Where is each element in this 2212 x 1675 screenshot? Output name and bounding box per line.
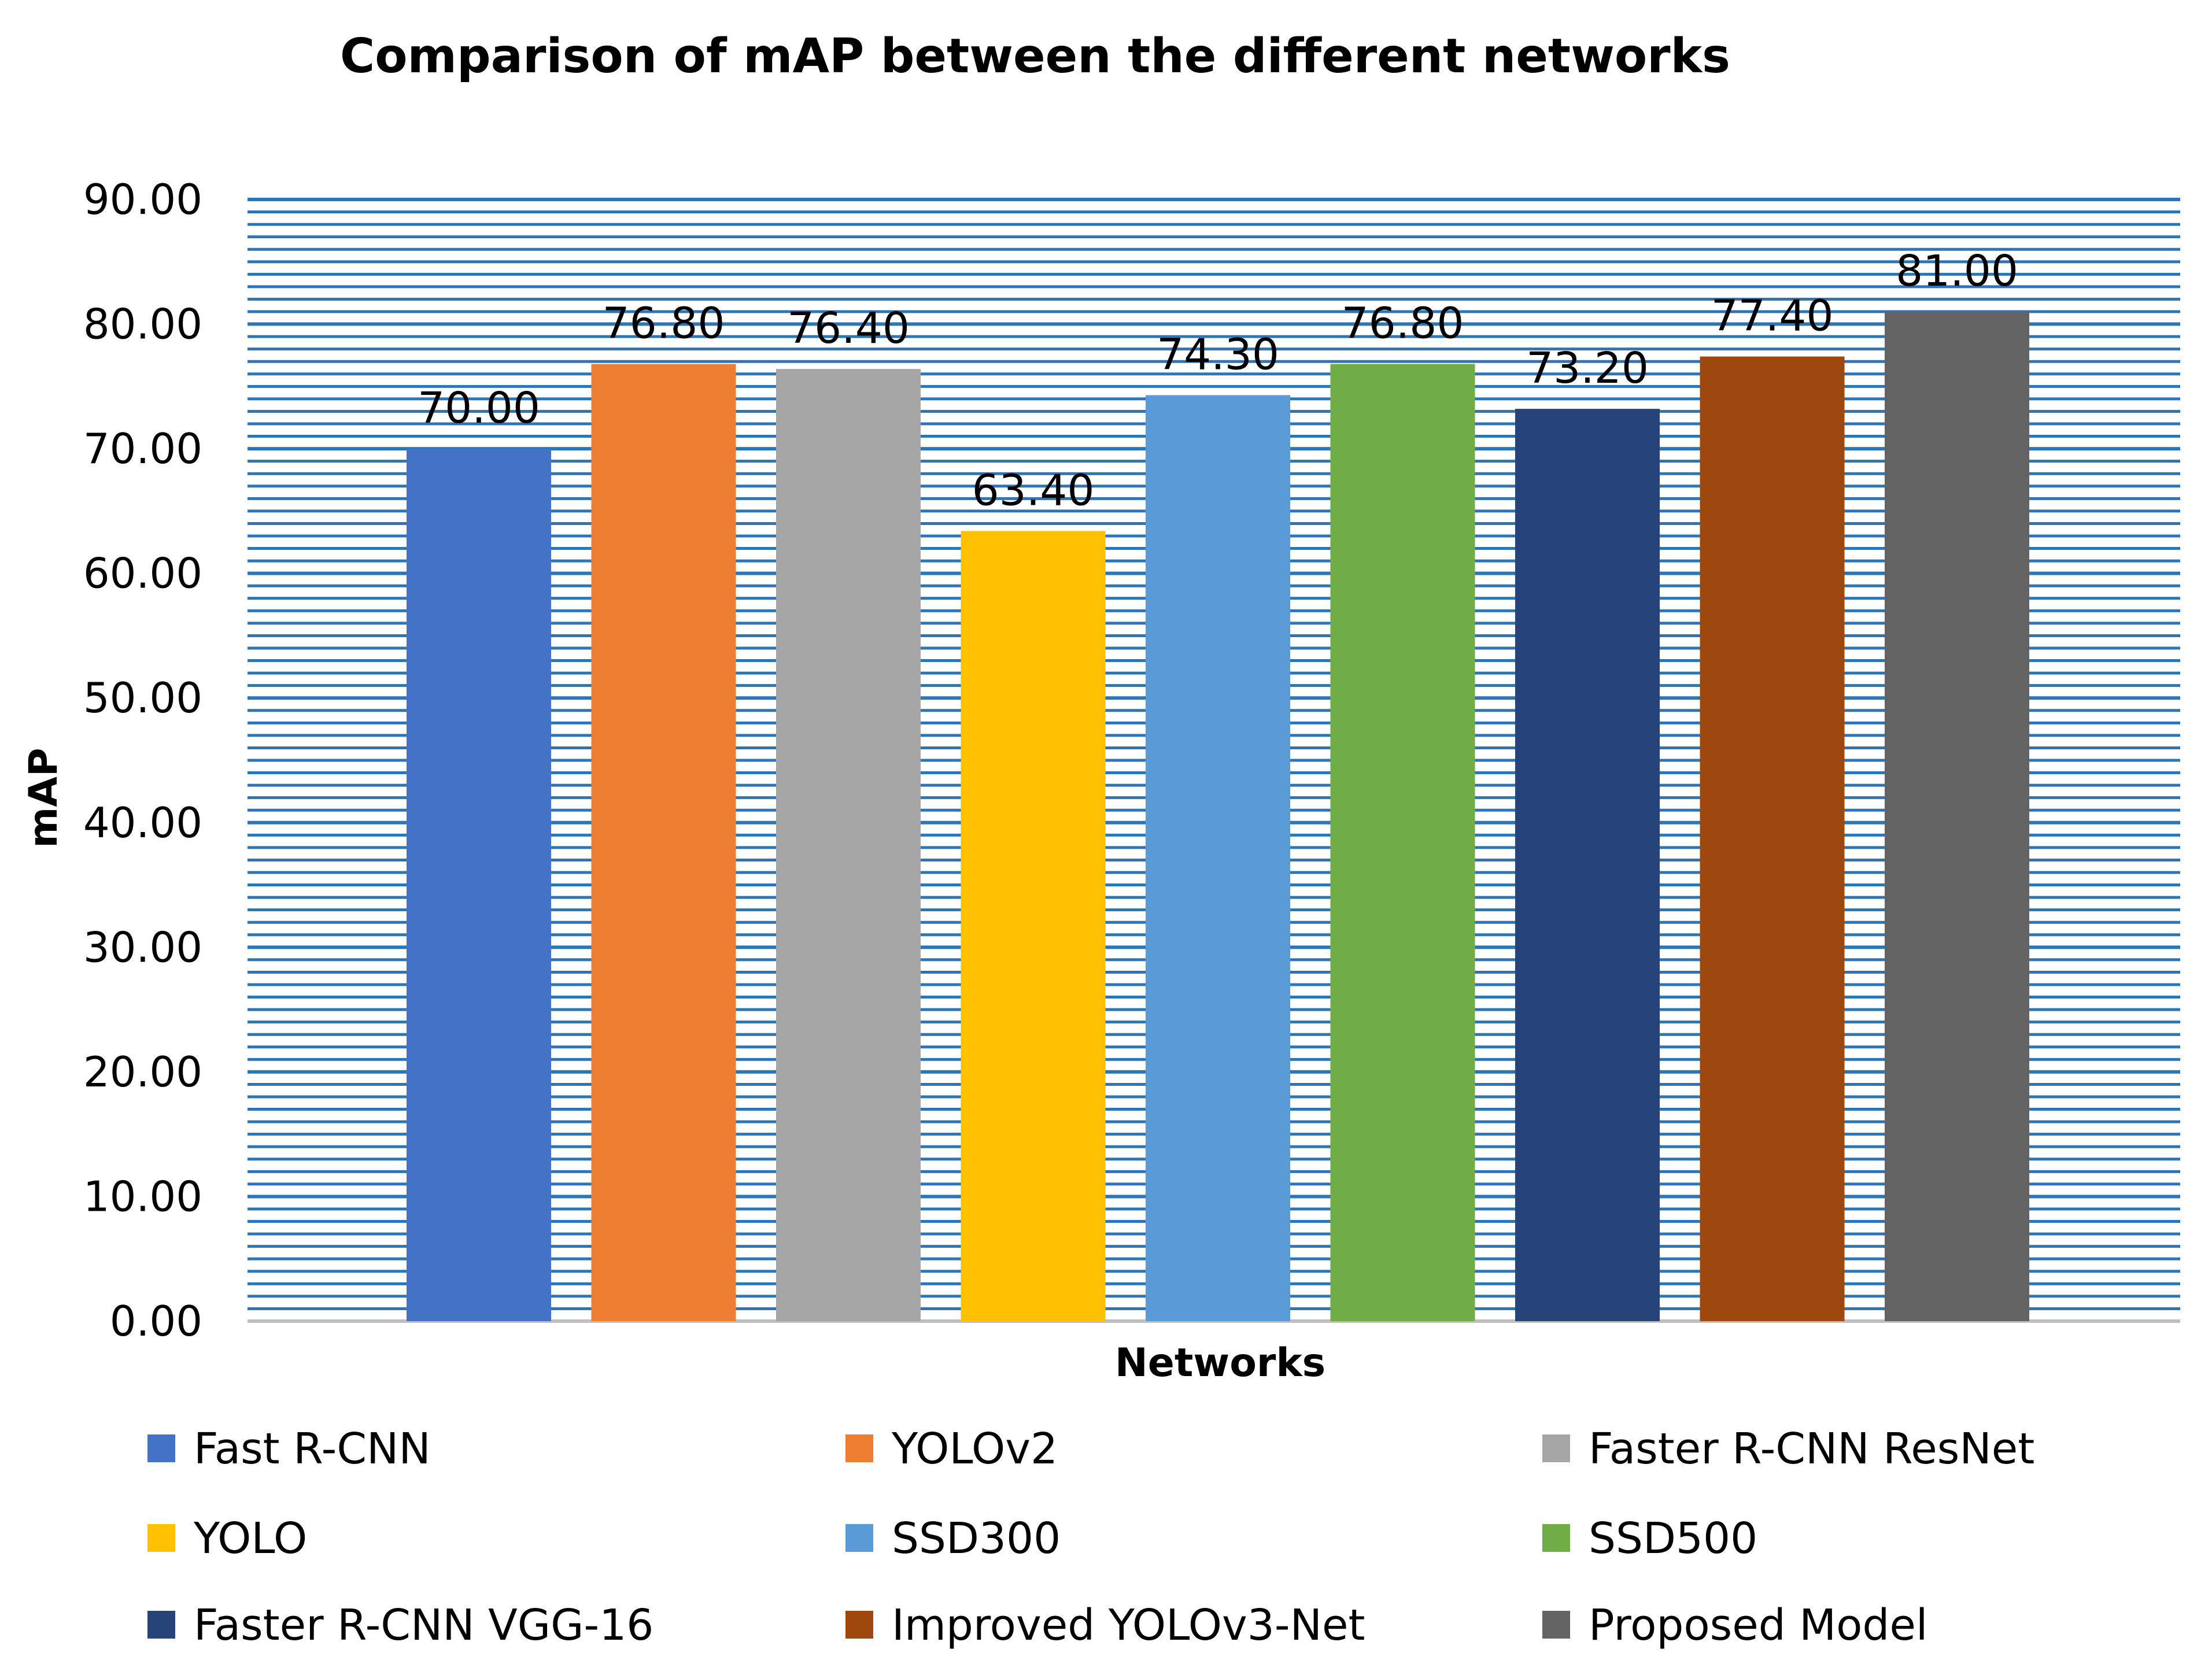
legend-swatch — [147, 1611, 175, 1639]
legend-swatch — [1542, 1611, 1570, 1639]
y-tick-label: 10.00 — [83, 1172, 202, 1221]
data-labels: 70.00 76.80 76.40 63.40 74.30 76.80 73.20 77.40… — [418, 246, 2018, 515]
x-axis-title: Networks — [1115, 1340, 1325, 1386]
data-label: 74.30 — [1157, 330, 1279, 379]
bar-ssd500 — [1330, 364, 1475, 1321]
bar-proposed-model — [1885, 312, 2029, 1321]
bar-yolov2 — [591, 364, 736, 1321]
y-tick-label: 90.00 — [83, 175, 202, 224]
y-tick-label: 50.00 — [83, 674, 202, 722]
y-tick-label: 0.00 — [110, 1297, 202, 1345]
y-tick-label: 60.00 — [83, 549, 202, 598]
legend-swatch — [1542, 1524, 1570, 1552]
bar-improved-yolov3-net — [1700, 356, 1845, 1321]
bars — [407, 312, 2029, 1322]
legend-label: YOLO — [193, 1514, 307, 1563]
data-label: 76.80 — [1342, 299, 1464, 349]
legend-label: SSD500 — [1589, 1514, 1757, 1563]
legend-item: Fast R-CNN — [147, 1424, 431, 1474]
legend: Fast R-CNN YOLOv2 Faster R-CNN ResNet YOLO S… — [147, 1424, 2034, 1650]
data-label: 77.40 — [1711, 291, 1834, 341]
y-tick-label: 70.00 — [83, 424, 202, 473]
data-label: 76.40 — [787, 304, 910, 353]
legend-label: Faster R-CNN ResNet — [1589, 1424, 2034, 1474]
y-tick-label: 20.00 — [83, 1048, 202, 1096]
data-label: 70.00 — [418, 383, 540, 433]
data-label: 81.00 — [1896, 246, 2018, 296]
y-tick-label: 30.00 — [83, 923, 202, 971]
legend-swatch — [147, 1434, 175, 1462]
y-tick-label: 80.00 — [83, 300, 202, 349]
y-tick-label: 40.00 — [83, 798, 202, 847]
legend-label: SSD300 — [892, 1514, 1061, 1563]
y-axis-title: mAP — [21, 748, 67, 848]
bar-yolo — [961, 531, 1106, 1321]
legend-swatch — [845, 1434, 873, 1462]
legend-item: Faster R-CNN ResNet — [1542, 1424, 2034, 1474]
data-label: 76.80 — [603, 299, 725, 349]
legend-label: Improved YOLOv3-Net — [892, 1600, 1365, 1650]
legend-swatch — [147, 1524, 175, 1552]
legend-item: SSD300 — [845, 1514, 1061, 1563]
legend-item: Improved YOLOv3-Net — [845, 1600, 1365, 1650]
legend-item: Proposed Model — [1542, 1600, 1927, 1650]
bar-ssd300 — [1146, 395, 1290, 1321]
legend-label: Fast R-CNN — [194, 1424, 431, 1474]
bar-faster-r-cnn-vgg-16 — [1515, 409, 1660, 1322]
legend-item: YOLO — [147, 1514, 307, 1563]
legend-item: Faster R-CNN VGG-16 — [147, 1600, 653, 1650]
bar-faster-r-cnn-resnet — [776, 369, 921, 1322]
y-axis: 0.00 10.00 20.00 30.00 40.00 50.00 60.00 70.00 8… — [83, 175, 202, 1345]
legend-label: Proposed Model — [1589, 1600, 1927, 1650]
legend-label: YOLOv2 — [891, 1424, 1058, 1474]
bar-fast-r-cnn — [407, 449, 551, 1321]
legend-item: SSD500 — [1542, 1514, 1757, 1563]
data-label: 63.40 — [972, 465, 1095, 515]
legend-swatch — [1542, 1434, 1570, 1462]
chart-title: Comparison of mAP between the different … — [340, 29, 1730, 84]
legend-item: YOLOv2 — [845, 1424, 1058, 1474]
legend-swatch — [845, 1611, 873, 1639]
legend-swatch — [845, 1524, 873, 1552]
legend-label: Faster R-CNN VGG-16 — [194, 1600, 653, 1650]
data-label: 73.20 — [1526, 343, 1649, 393]
